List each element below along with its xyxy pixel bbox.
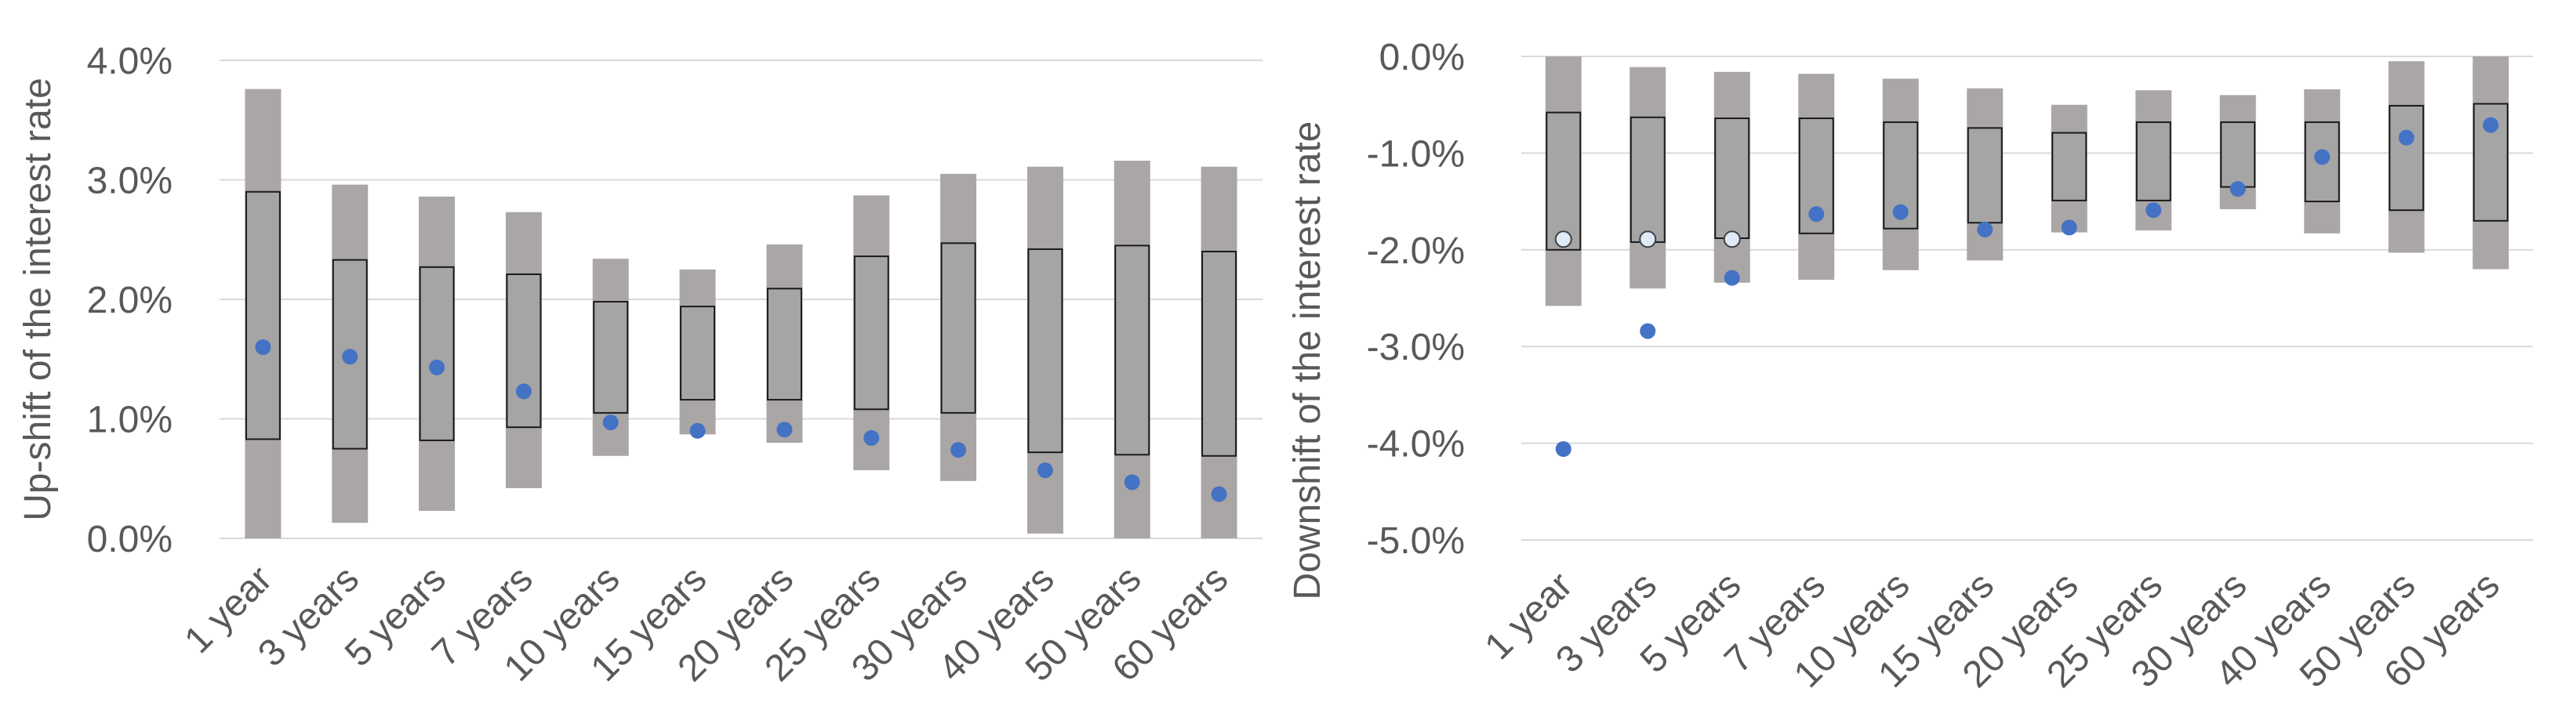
y-tick-label: -3.0%	[1367, 327, 1465, 368]
inner-box	[593, 301, 629, 414]
data-point	[1977, 221, 1993, 237]
y-tick-label: 3.0%	[87, 161, 173, 202]
y-tick-label: 0.0%	[1379, 37, 1465, 78]
y-tick-label: -4.0%	[1367, 424, 1465, 465]
y-tick-label: 4.0%	[87, 41, 173, 82]
data-point	[1211, 486, 1227, 502]
y-axis-title: Downshift of the interest rate	[1287, 121, 1328, 600]
data-point	[2229, 181, 2246, 197]
data-point	[255, 339, 271, 355]
secondary-point	[1639, 230, 1657, 248]
data-point	[689, 422, 706, 439]
inner-box	[1714, 117, 1750, 239]
inner-box	[1027, 248, 1063, 454]
inner-box	[853, 255, 889, 411]
y-tick-label: -2.0%	[1367, 230, 1465, 272]
inner-box	[940, 242, 976, 414]
secondary-point	[1723, 230, 1741, 248]
y-tick-label: 0.0%	[87, 519, 173, 560]
data-point	[1892, 204, 1909, 220]
data-point	[2314, 149, 2331, 165]
inner-box	[766, 288, 802, 401]
y-tick-label: -5.0%	[1367, 520, 1465, 562]
data-point	[342, 349, 358, 365]
data-point	[1124, 474, 1140, 491]
data-point	[2398, 129, 2414, 146]
inner-box	[2135, 121, 2171, 201]
secondary-point	[1554, 230, 1572, 248]
inner-box	[245, 190, 281, 440]
inner-box	[1114, 244, 1150, 456]
data-point	[2145, 202, 2162, 219]
upshift-chart: 0.0% 1.0% 2.0% 3.0% 4.0% Up-shift of the inte…	[17, 41, 1263, 690]
data-point	[1724, 270, 1740, 286]
data-point	[950, 442, 967, 458]
inner-box	[2389, 104, 2425, 212]
y-tick-label: 2.0%	[87, 280, 173, 321]
data-point	[776, 422, 793, 438]
inner-box	[1546, 111, 1582, 251]
data-point	[1037, 462, 1053, 479]
data-point	[515, 383, 532, 400]
downshift-chart: 0.0% -1.0% -2.0% -3.0% -4.0% -5.0% Downshift o…	[1287, 37, 2533, 696]
inner-box	[680, 306, 716, 401]
inner-box	[1967, 127, 2003, 224]
data-point	[2061, 219, 2077, 236]
inner-box	[1630, 116, 1666, 243]
y-tick-label: -1.0%	[1367, 133, 1465, 175]
data-point	[1555, 441, 1571, 458]
data-point	[1808, 206, 1825, 223]
data-point	[602, 415, 619, 431]
inner-box	[1201, 251, 1237, 457]
y-axis-title: Up-shift of the interest rate	[17, 78, 59, 521]
inner-box	[506, 273, 542, 429]
data-point	[1640, 323, 1656, 339]
inner-box	[419, 266, 455, 441]
inner-box	[2220, 121, 2256, 188]
data-point	[863, 429, 880, 446]
data-point	[2483, 117, 2499, 133]
y-tick-label: 1.0%	[87, 400, 173, 441]
data-point	[429, 359, 445, 375]
inner-box	[2051, 132, 2087, 201]
